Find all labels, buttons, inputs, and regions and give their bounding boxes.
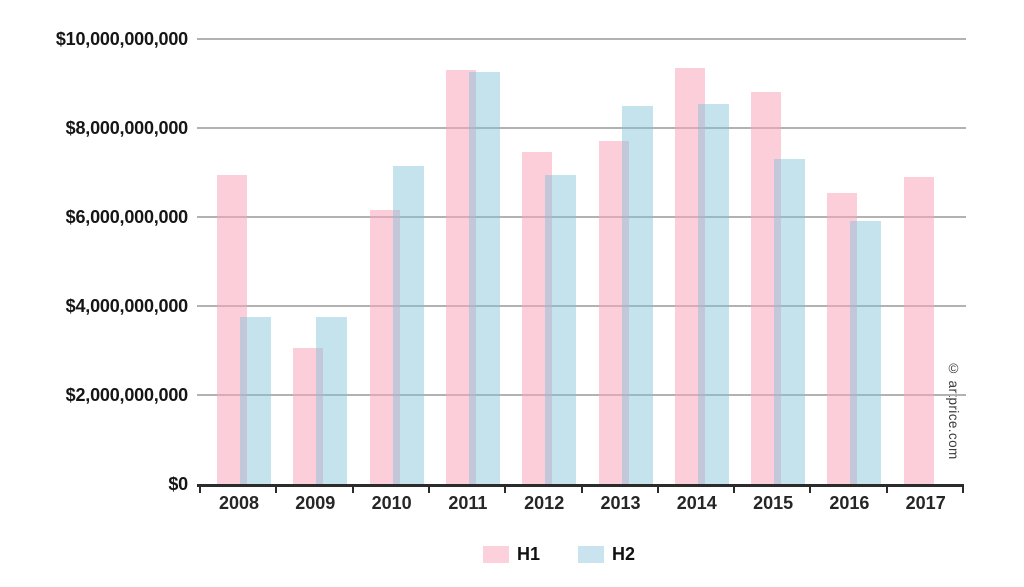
bar-h1-2017 bbox=[903, 176, 934, 484]
gridline bbox=[197, 394, 966, 396]
bar-h1-2015 bbox=[751, 92, 782, 484]
bar-h1-2013 bbox=[598, 141, 629, 484]
x-axis-label-2013: 2013 bbox=[600, 493, 641, 513]
gridline bbox=[197, 38, 966, 40]
x-axis-label-2010: 2010 bbox=[371, 493, 412, 513]
x-axis-label-2012: 2012 bbox=[524, 493, 565, 513]
gridline bbox=[197, 305, 966, 307]
bar-h2-2008 bbox=[240, 317, 271, 484]
legend-swatch-h1 bbox=[483, 546, 509, 563]
watermark: © artprice.com bbox=[946, 361, 961, 460]
x-axis-tick bbox=[885, 484, 888, 493]
x-axis-label-2015: 2015 bbox=[753, 493, 794, 513]
x-axis-label-2011: 2011 bbox=[448, 493, 488, 513]
bar-h1-2012 bbox=[522, 152, 553, 484]
y-axis-label: $10,000,000,000 bbox=[55, 29, 188, 49]
bar-h2-2016 bbox=[850, 221, 882, 484]
bar-h1-2016 bbox=[827, 192, 858, 484]
legend: H1 H2 bbox=[483, 544, 635, 565]
y-axis-label: $2,000,000,000 bbox=[65, 385, 189, 405]
y-axis-label: $0 bbox=[168, 474, 188, 494]
x-axis-line bbox=[197, 484, 963, 487]
x-axis-label-2014: 2014 bbox=[676, 493, 717, 513]
bar-h2-2012 bbox=[545, 174, 577, 484]
x-axis-tick bbox=[427, 484, 430, 493]
y-axis-label: $6,000,000,000 bbox=[65, 207, 189, 227]
x-axis-label-2009: 2009 bbox=[295, 493, 336, 513]
bar-h2-2009 bbox=[316, 317, 348, 484]
y-axis-label: $8,000,000,000 bbox=[65, 118, 189, 138]
x-axis-tick bbox=[809, 484, 812, 493]
x-axis-label-2016: 2016 bbox=[829, 493, 870, 513]
bar-h1-2009 bbox=[293, 348, 324, 484]
x-axis-tick bbox=[580, 484, 583, 493]
bar-h2-2014 bbox=[697, 103, 729, 484]
x-axis-tick bbox=[733, 484, 736, 493]
bar-h1-2010 bbox=[369, 210, 400, 484]
x-axis-tick bbox=[351, 484, 354, 493]
legend-swatch-h2 bbox=[578, 546, 605, 563]
x-axis-label-2017: 2017 bbox=[905, 493, 946, 513]
bar-h2-2010 bbox=[392, 165, 424, 484]
legend-item-h2: H2 bbox=[578, 544, 635, 565]
x-axis-label-2008: 2008 bbox=[218, 493, 260, 513]
x-axis-tick bbox=[199, 484, 201, 493]
gridline bbox=[197, 127, 966, 129]
bar-h2-2015 bbox=[774, 159, 806, 484]
bar-h2-2011 bbox=[468, 72, 500, 484]
x-axis-tick bbox=[962, 484, 964, 493]
x-axis-tick bbox=[656, 484, 659, 493]
legend-item-h1: H1 bbox=[483, 544, 540, 565]
bar-h1-2008 bbox=[217, 174, 247, 484]
bar-h1-2011 bbox=[445, 70, 476, 484]
gridline bbox=[197, 216, 966, 218]
bar-h1-2014 bbox=[674, 67, 705, 484]
legend-label-h2: H2 bbox=[612, 544, 636, 564]
y-axis-label: $4,000,000,000 bbox=[65, 296, 189, 316]
x-axis-tick bbox=[504, 484, 507, 493]
legend-label-h1: H1 bbox=[517, 544, 541, 564]
bar-h2-2013 bbox=[621, 105, 653, 484]
x-axis-tick bbox=[275, 484, 278, 493]
